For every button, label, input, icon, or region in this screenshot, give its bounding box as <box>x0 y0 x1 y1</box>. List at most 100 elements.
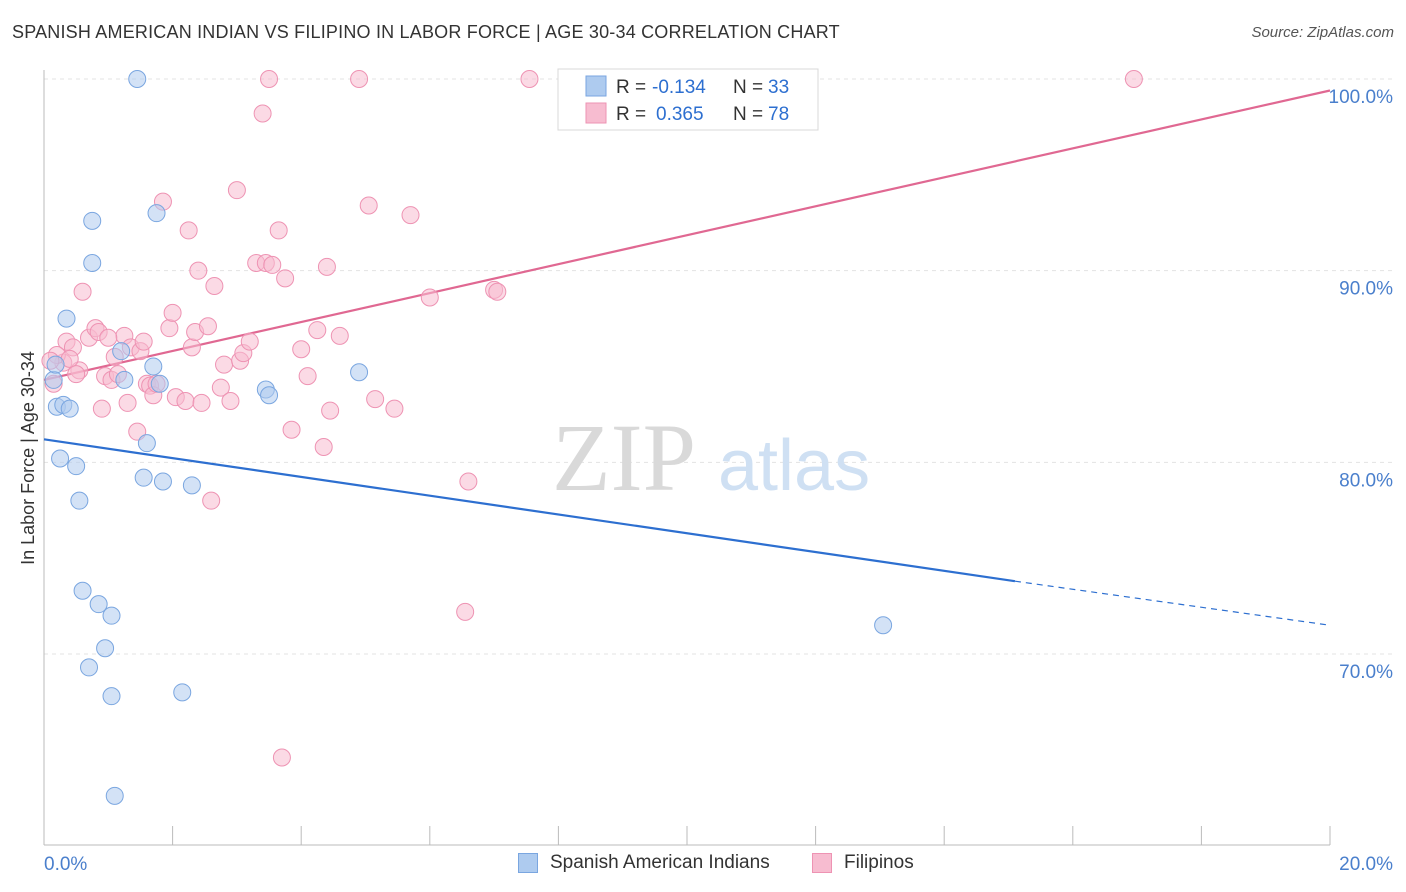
trend-line-filipinos <box>43 89 1331 381</box>
y-tick-label: 100.0% <box>1329 87 1394 108</box>
point-filipino <box>1124 70 1143 88</box>
point-filipino <box>459 472 478 491</box>
point-filipino <box>359 196 378 215</box>
axes <box>43 70 1331 846</box>
legend-label-spanish-american-indians: Spanish American Indians <box>550 852 770 873</box>
watermark-atlas: atlas <box>718 426 870 506</box>
point-spanish-american-indian <box>102 687 121 706</box>
source-label: Source: ZipAtlas.com <box>1251 24 1394 41</box>
point-spanish-american-indian <box>874 616 893 635</box>
chart-title: SPANISH AMERICAN INDIAN VS FILIPINO IN L… <box>12 22 840 42</box>
point-spanish-american-indian <box>115 370 134 389</box>
point-filipino <box>176 392 195 410</box>
point-spanish-american-indian <box>173 683 192 702</box>
point-spanish-american-indian <box>57 309 76 328</box>
point-spanish-american-indian <box>96 639 115 658</box>
legend-n-value-pink: 78 <box>768 104 789 125</box>
point-filipino <box>314 438 333 456</box>
point-filipino <box>317 257 336 276</box>
point-spanish-american-indian <box>260 386 279 405</box>
data-points <box>41 70 1143 805</box>
point-spanish-american-indian <box>46 355 65 374</box>
point-spanish-american-indian <box>137 434 156 453</box>
point-spanish-american-indian <box>70 491 89 510</box>
point-spanish-american-indian <box>44 370 63 389</box>
point-spanish-american-indian <box>73 581 92 600</box>
point-filipino <box>163 303 182 322</box>
point-spanish-american-indian <box>67 457 86 476</box>
point-spanish-american-indian <box>182 476 201 495</box>
trend-line-spanish-american-indians <box>43 438 1016 583</box>
series-legend: Spanish American Indians Filipinos <box>0 852 1406 878</box>
point-spanish-american-indian <box>89 595 108 614</box>
point-filipino <box>456 602 475 621</box>
point-spanish-american-indian <box>112 342 131 361</box>
point-filipino <box>205 277 224 295</box>
point-filipino <box>260 70 279 88</box>
y-tick-label: 80.0% <box>1339 470 1393 491</box>
point-filipino <box>67 365 86 384</box>
point-filipino <box>420 288 439 307</box>
point-spanish-american-indian <box>153 472 172 491</box>
point-filipino <box>298 367 317 386</box>
point-filipino <box>215 355 234 374</box>
y-tick-label: 90.0% <box>1339 279 1393 300</box>
legend-swatch-blue <box>585 75 607 97</box>
point-filipino <box>160 319 179 338</box>
legend-r-label-blue: R = <box>616 77 646 98</box>
y-tick-label: 70.0% <box>1339 662 1393 683</box>
point-filipino <box>73 282 92 301</box>
legend-swatch-filipinos <box>812 853 832 873</box>
point-filipino <box>189 261 208 280</box>
point-filipino <box>221 392 240 410</box>
point-filipino <box>330 326 349 345</box>
legend-n-label-pink: N = <box>733 104 763 125</box>
point-filipino <box>269 221 288 240</box>
point-filipino <box>321 401 340 420</box>
point-filipino <box>179 221 198 240</box>
point-spanish-american-indian <box>80 658 99 677</box>
point-filipino <box>99 328 118 347</box>
legend-item-filipinos[interactable]: Filipinos <box>812 852 914 874</box>
point-spanish-american-indian <box>128 70 147 88</box>
legend-n-value-blue: 33 <box>768 77 789 98</box>
point-filipino <box>366 390 385 409</box>
legend-item-spanish-american-indians[interactable]: Spanish American Indians <box>518 852 770 874</box>
point-spanish-american-indian <box>102 606 121 625</box>
point-filipino <box>282 420 301 439</box>
legend-r-value-pink: 0.365 <box>656 104 704 125</box>
point-filipino <box>227 181 246 200</box>
watermark-zip: ZIP <box>552 404 696 511</box>
point-filipino <box>520 70 539 88</box>
legend-n-label-blue: N = <box>733 77 763 98</box>
point-spanish-american-indian <box>105 786 124 805</box>
point-spanish-american-indian <box>147 204 166 223</box>
point-filipino <box>308 321 327 340</box>
point-filipino <box>211 378 230 397</box>
point-filipino <box>134 332 153 351</box>
point-filipino <box>401 206 420 225</box>
point-filipino <box>182 338 201 357</box>
point-filipino <box>240 332 259 351</box>
watermark: ZIP atlas <box>552 404 870 511</box>
y-axis-label: In Labor Force | Age 30-34 <box>18 351 38 565</box>
point-spanish-american-indian <box>144 357 163 376</box>
x-tick-label-min: 0.0% <box>44 854 87 875</box>
legend-swatch-spanish-american-indians <box>518 853 538 873</box>
tick-labels: 70.0% 80.0% 90.0% 100.0% 0.0% 20.0% <box>44 87 1393 875</box>
point-spanish-american-indian <box>350 363 369 382</box>
legend-r-label-pink: R = <box>616 104 646 125</box>
legend-label-filipinos: Filipinos <box>844 852 914 873</box>
point-filipino <box>263 255 282 274</box>
legend-r-value-blue: -0.134 <box>652 77 706 98</box>
point-spanish-american-indian <box>83 254 102 272</box>
legend-swatch-pink <box>585 102 607 124</box>
point-filipino <box>92 399 111 418</box>
point-filipino <box>128 422 147 441</box>
point-filipino <box>488 282 507 301</box>
point-spanish-american-indian <box>134 468 153 487</box>
point-spanish-american-indian <box>83 211 102 230</box>
point-filipino <box>253 104 272 123</box>
point-spanish-american-indian <box>51 449 70 468</box>
